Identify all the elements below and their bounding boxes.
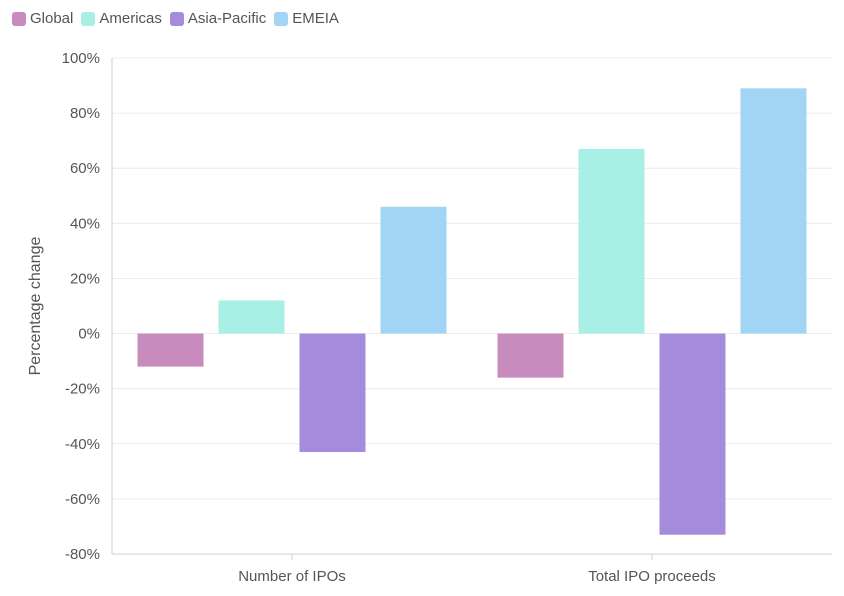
x-axis-ticks: Number of IPOs Total IPO proceeds [238, 554, 716, 585]
y-tick-label: 60% [70, 160, 100, 177]
legend-item-global[interactable]: Global [12, 10, 73, 27]
bar-americas-total-ipo-proceeds[interactable] [578, 148, 645, 334]
legend-label: Asia-Pacific [187, 10, 267, 27]
bar-emeia-number-of-ipos[interactable] [380, 206, 447, 334]
y-tick-label: 100% [62, 50, 100, 67]
y-tick-label: 0% [78, 326, 100, 343]
legend-label: Americas [99, 10, 162, 27]
legend: Global Americas Asia-Pacific EMEIA [12, 10, 339, 27]
legend-item-asia-pacific[interactable]: Asia-Pacific [169, 10, 267, 27]
x-tick-label: Total IPO proceeds [588, 568, 716, 585]
y-tick-label: 80% [70, 105, 100, 122]
legend-item-americas[interactable]: Americas [81, 10, 162, 27]
legend-swatch [12, 11, 26, 26]
y-axis-ticks: 100% 80% 60% 40% 20% 0% -20% -40% -60% -80% [62, 50, 100, 563]
bar-asia-pacific-total-ipo-proceeds[interactable] [659, 333, 726, 535]
bar-global-total-ipo-proceeds[interactable] [497, 333, 564, 378]
bar-emeia-total-ipo-proceeds[interactable] [740, 88, 807, 334]
y-tick-label: 20% [70, 270, 100, 287]
bars [137, 88, 807, 535]
bar-asia-pacific-number-of-ipos[interactable] [299, 333, 366, 453]
y-tick-label: -40% [65, 436, 100, 453]
y-tick-label: -20% [65, 381, 100, 398]
bar-global-number-of-ipos[interactable] [137, 333, 204, 367]
x-tick-label: Number of IPOs [238, 568, 346, 585]
y-tick-label: -80% [65, 546, 100, 563]
y-tick-label: -60% [65, 491, 100, 508]
legend-swatch [81, 11, 96, 26]
legend-swatch [169, 11, 184, 26]
legend-label: EMEIA [292, 10, 339, 27]
legend-label: Global [30, 10, 74, 27]
bar-americas-number-of-ipos[interactable] [218, 300, 285, 334]
legend-swatch [274, 11, 289, 26]
legend-item-emeia[interactable]: EMEIA [274, 10, 339, 27]
y-tick-label: 40% [70, 215, 100, 232]
y-axis-label: Percentage change [27, 237, 44, 376]
